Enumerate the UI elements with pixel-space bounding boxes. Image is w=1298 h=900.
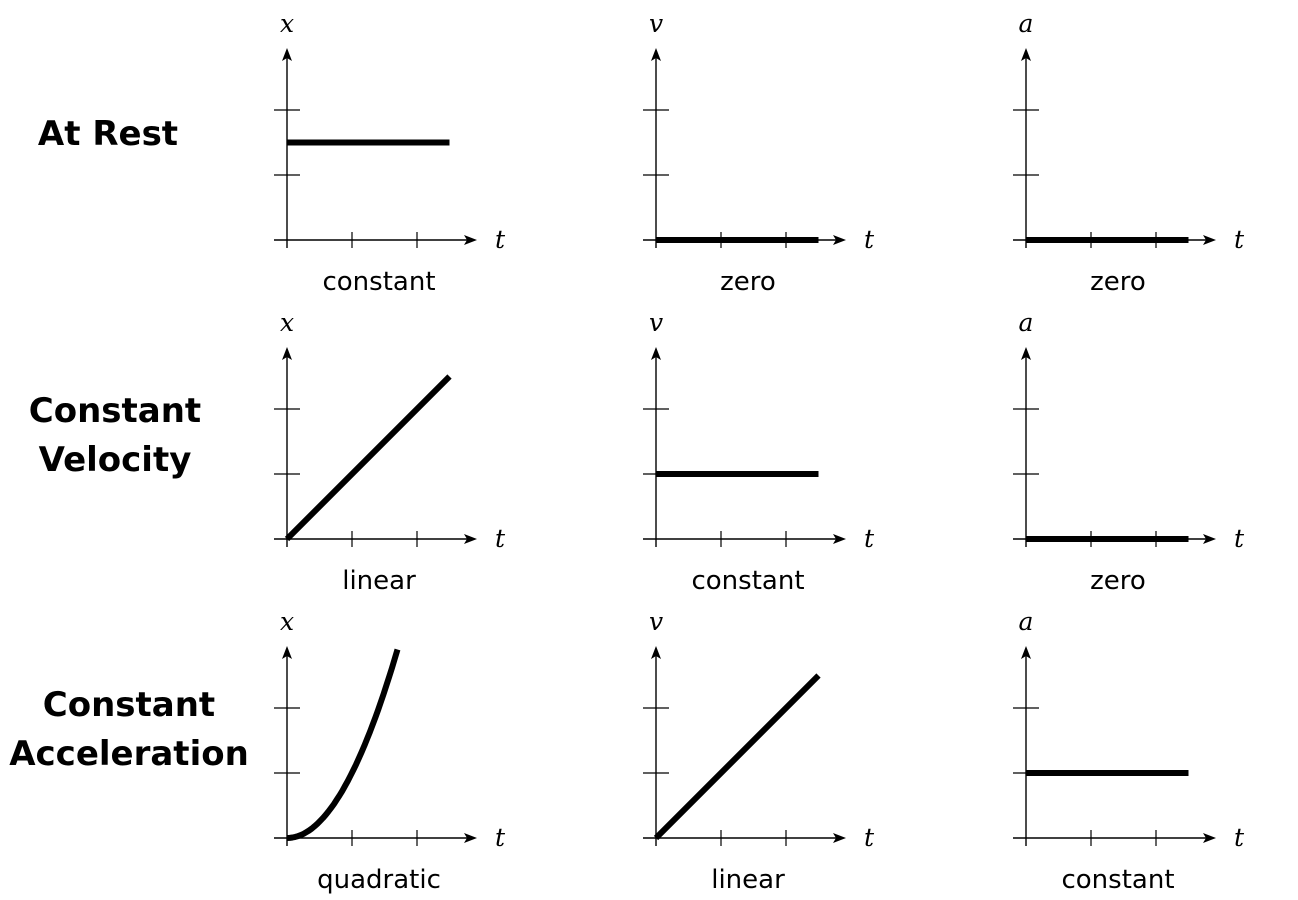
row-label-line: Acceleration <box>9 734 249 774</box>
x-axis-arrow <box>464 534 477 544</box>
x-axis-variable-label: t <box>495 225 506 254</box>
x-axis-arrow <box>833 534 846 544</box>
motion-row: At Rest x t constant v t zero a t zero <box>38 9 1245 297</box>
graph-curve-linear <box>284 374 452 542</box>
y-axis-arrow <box>1021 646 1031 659</box>
y-axis-arrow <box>1021 48 1031 61</box>
motion-graph: a t zero <box>1013 9 1245 297</box>
x-axis-variable-label: t <box>864 524 875 553</box>
x-axis-variable-label: t <box>1234 225 1245 254</box>
motion-graph: v t linear <box>643 607 875 895</box>
row-label-line: Velocity <box>39 440 192 480</box>
y-axis-arrow <box>651 646 661 659</box>
y-axis-variable-label: x <box>280 607 294 636</box>
motion-graph: a t zero <box>1013 308 1245 596</box>
y-axis-variable-label: a <box>1019 308 1034 337</box>
motion-row: Constant Acceleration x t quadratic v t linear a… <box>9 607 1245 895</box>
x-axis-arrow <box>464 235 477 245</box>
y-axis-variable-label: x <box>280 308 294 337</box>
x-axis-variable-label: t <box>1234 524 1245 553</box>
y-axis-variable-label: a <box>1019 607 1034 636</box>
x-axis-variable-label: t <box>864 823 875 852</box>
motion-row: Constant Velocity x t linear v t constant a t zero <box>29 308 1245 596</box>
x-axis-arrow <box>833 833 846 843</box>
graph-caption: linear <box>711 865 785 895</box>
motion-graph: v t constant <box>643 308 875 596</box>
y-axis-arrow <box>282 646 292 659</box>
y-axis-variable-label: v <box>649 607 663 636</box>
y-axis-variable-label: v <box>649 308 663 337</box>
row-label: At Rest <box>38 114 178 154</box>
x-axis-variable-label: t <box>495 524 506 553</box>
motion-graph: x t constant <box>274 9 506 297</box>
x-axis-arrow <box>833 235 846 245</box>
x-axis-arrow <box>1203 534 1216 544</box>
x-axis-variable-label: t <box>1234 823 1245 852</box>
y-axis-variable-label: v <box>649 9 663 38</box>
y-axis-variable-label: x <box>280 9 294 38</box>
graph-caption: zero <box>720 267 776 297</box>
x-axis-arrow <box>1203 235 1216 245</box>
motion-graph: v t zero <box>643 9 875 297</box>
motion-graph: x t quadratic <box>274 607 506 895</box>
row-label: Constant Acceleration <box>9 685 249 774</box>
row-label-line: At Rest <box>38 114 178 154</box>
x-axis-arrow <box>1203 833 1216 843</box>
graph-caption: quadratic <box>317 865 441 895</box>
rows-layer: At Rest x t constant v t zero a t zero Constant Vel… <box>9 9 1245 895</box>
graph-curve-quadratic <box>286 648 401 841</box>
y-axis-arrow <box>1021 347 1031 360</box>
graph-caption: constant <box>1061 865 1174 895</box>
graph-caption: linear <box>342 566 416 596</box>
y-axis-arrow <box>282 347 292 360</box>
y-axis-variable-label: a <box>1019 9 1034 38</box>
motion-graph: a t constant <box>1013 607 1245 895</box>
row-label-line: Constant <box>29 391 201 431</box>
graph-caption: zero <box>1090 566 1146 596</box>
row-label: Constant Velocity <box>29 391 201 480</box>
graph-caption: constant <box>691 566 804 596</box>
motion-graph: x t linear <box>274 308 506 596</box>
graph-caption: constant <box>322 267 435 297</box>
x-axis-arrow <box>464 833 477 843</box>
graph-curve-linear <box>653 673 821 841</box>
row-label-line: Constant <box>43 685 215 725</box>
y-axis-arrow <box>651 48 661 61</box>
x-axis-variable-label: t <box>495 823 506 852</box>
graph-caption: zero <box>1090 267 1146 297</box>
x-axis-variable-label: t <box>864 225 875 254</box>
y-axis-arrow <box>651 347 661 360</box>
y-axis-arrow <box>282 48 292 61</box>
